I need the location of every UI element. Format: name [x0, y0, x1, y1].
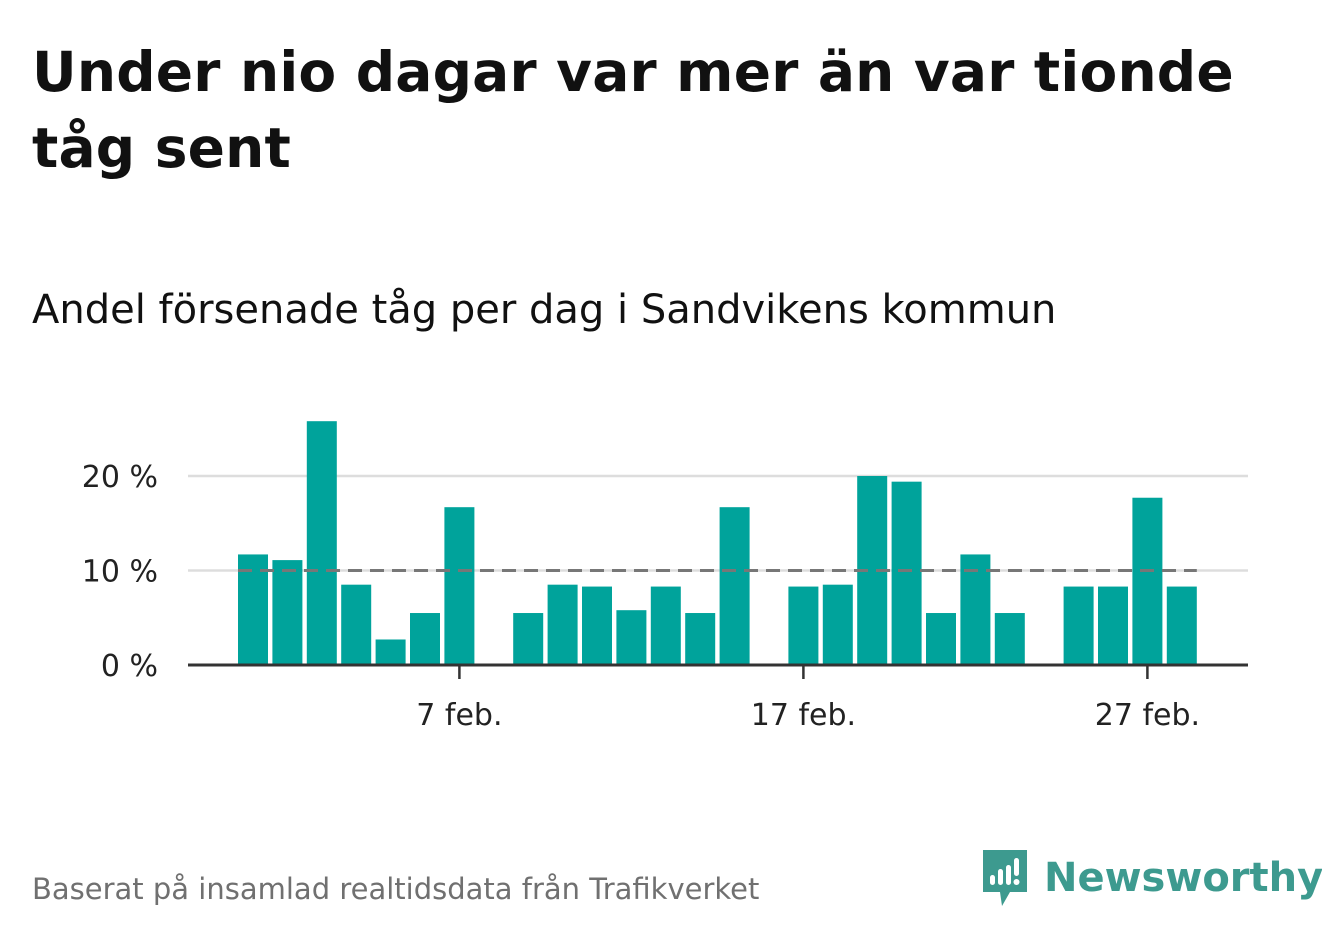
bar: [547, 584, 578, 665]
x-tick-label: 17 feb.: [751, 698, 856, 733]
bar: [960, 554, 991, 665]
bar: [444, 507, 475, 665]
bar: [238, 554, 268, 665]
bar: [410, 613, 440, 665]
axes: 0 % 10 % 20 % 7 feb. 17 feb. 27 feb.: [82, 460, 1248, 733]
bar: [822, 584, 853, 665]
newsworthy-logo-icon: [983, 850, 1027, 906]
source-note: Baserat på insamlad realtidsdata från Tr…: [32, 872, 760, 906]
x-tick-label: 27 feb.: [1095, 698, 1200, 733]
bar: [582, 586, 612, 665]
x-tick-label: 7 feb.: [416, 698, 502, 733]
bar: [1098, 586, 1128, 665]
bar: [891, 481, 922, 665]
bar: [719, 507, 750, 665]
y-tick-label: 20 %: [82, 460, 158, 495]
bars: [238, 421, 1197, 665]
grid-lines: [188, 474, 1248, 572]
bar: [375, 639, 406, 665]
y-tick-label: 10 %: [82, 555, 158, 590]
bar: [616, 610, 647, 665]
bar: [272, 560, 303, 665]
bar: [926, 613, 956, 665]
bar: [1063, 586, 1094, 665]
bar: [1166, 586, 1197, 665]
bar: [685, 613, 716, 665]
bar: [788, 586, 819, 665]
brand-name: Newsworthy: [1044, 855, 1322, 901]
chart-title: Under nio dagar var mer än var tionde tå…: [32, 40, 1234, 180]
bar: [513, 613, 544, 665]
brand-logo: Newsworthy: [980, 846, 1322, 910]
bar: [650, 586, 681, 665]
y-tick-label: 0 %: [101, 649, 158, 684]
bar: [1132, 497, 1163, 665]
bar: [341, 584, 372, 665]
bar: [994, 613, 1025, 665]
chart-subtitle: Andel försenade tåg per dag i Sandvikens…: [32, 287, 1057, 333]
bar: [306, 421, 337, 665]
